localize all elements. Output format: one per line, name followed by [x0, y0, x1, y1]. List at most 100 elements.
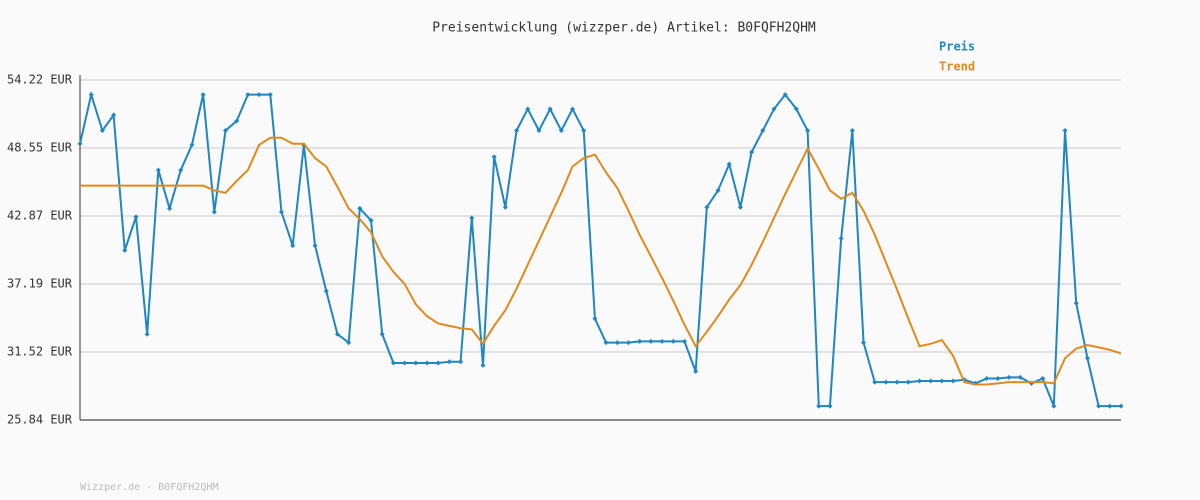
point [950, 378, 956, 384]
point [379, 331, 385, 337]
point [111, 112, 117, 118]
point [894, 379, 900, 385]
point [771, 106, 777, 112]
point [99, 128, 105, 134]
point [603, 340, 609, 346]
point [88, 92, 94, 98]
point [469, 215, 475, 221]
point [334, 331, 340, 337]
point [245, 92, 251, 98]
point [1073, 300, 1079, 306]
point [133, 214, 139, 220]
point [704, 204, 710, 210]
point [446, 359, 452, 365]
point [402, 360, 408, 366]
y-tick-label: 37.19 EUR [7, 277, 73, 291]
point [547, 106, 553, 112]
point [323, 288, 329, 294]
point [1040, 376, 1046, 382]
point [581, 128, 587, 134]
point [715, 187, 721, 193]
point [693, 368, 699, 374]
point [77, 141, 83, 147]
point [793, 106, 799, 112]
point [290, 243, 296, 249]
point [1107, 403, 1113, 409]
point [1118, 403, 1124, 409]
point [514, 128, 520, 134]
point [861, 340, 867, 346]
point [267, 92, 273, 98]
point [883, 379, 889, 385]
point [346, 340, 352, 346]
point [670, 338, 676, 344]
point [278, 209, 284, 215]
point [737, 204, 743, 210]
series-line [80, 136, 1122, 386]
point [256, 92, 262, 98]
point [200, 92, 206, 98]
series-line [79, 90, 1121, 408]
point [614, 340, 620, 346]
y-tick-label: 31.52 EUR [7, 344, 73, 358]
point [211, 209, 217, 215]
point [1062, 128, 1068, 134]
point [223, 128, 229, 134]
point [144, 331, 150, 337]
point [782, 92, 788, 98]
point [726, 161, 732, 167]
y-tick-label: 42.87 EUR [7, 208, 73, 222]
point [312, 243, 318, 249]
point [939, 378, 945, 384]
point [928, 378, 934, 384]
point [525, 106, 531, 112]
point [838, 235, 844, 241]
point [390, 360, 396, 366]
point [570, 106, 576, 112]
point [558, 128, 564, 134]
y-tick-label: 48.55 EUR [7, 140, 73, 154]
point [1096, 403, 1102, 409]
point [749, 149, 755, 155]
y-tick-label: 54.22 EUR [7, 73, 73, 87]
point [424, 360, 430, 366]
point [536, 128, 542, 134]
point [491, 154, 497, 160]
point [995, 376, 1001, 382]
point [849, 128, 855, 134]
point [178, 167, 184, 173]
point [1006, 374, 1012, 380]
point [502, 204, 508, 210]
point [167, 205, 173, 211]
point [480, 362, 486, 368]
point [659, 338, 665, 344]
point [1051, 403, 1057, 409]
point [435, 360, 441, 366]
point [816, 403, 822, 409]
point [917, 378, 923, 384]
point [592, 316, 598, 322]
chart-title: Preisentwicklung (wizzper.de) Artikel: B… [432, 21, 816, 36]
point [681, 338, 687, 344]
point [984, 376, 990, 382]
point [122, 247, 128, 253]
point [368, 217, 374, 223]
legend-label: Preis [939, 40, 975, 54]
point [805, 128, 811, 134]
footer: Wizzper.de - B0FQFH2QHM [80, 482, 218, 493]
point [458, 359, 464, 365]
point [827, 403, 833, 409]
point [760, 128, 766, 134]
point [1017, 374, 1023, 380]
point [872, 379, 878, 385]
point [357, 205, 363, 211]
point [648, 338, 654, 344]
point [637, 338, 643, 344]
point [189, 142, 195, 148]
point [234, 118, 240, 124]
point [413, 360, 419, 366]
legend-label: Trend [939, 60, 975, 74]
point [905, 379, 911, 385]
